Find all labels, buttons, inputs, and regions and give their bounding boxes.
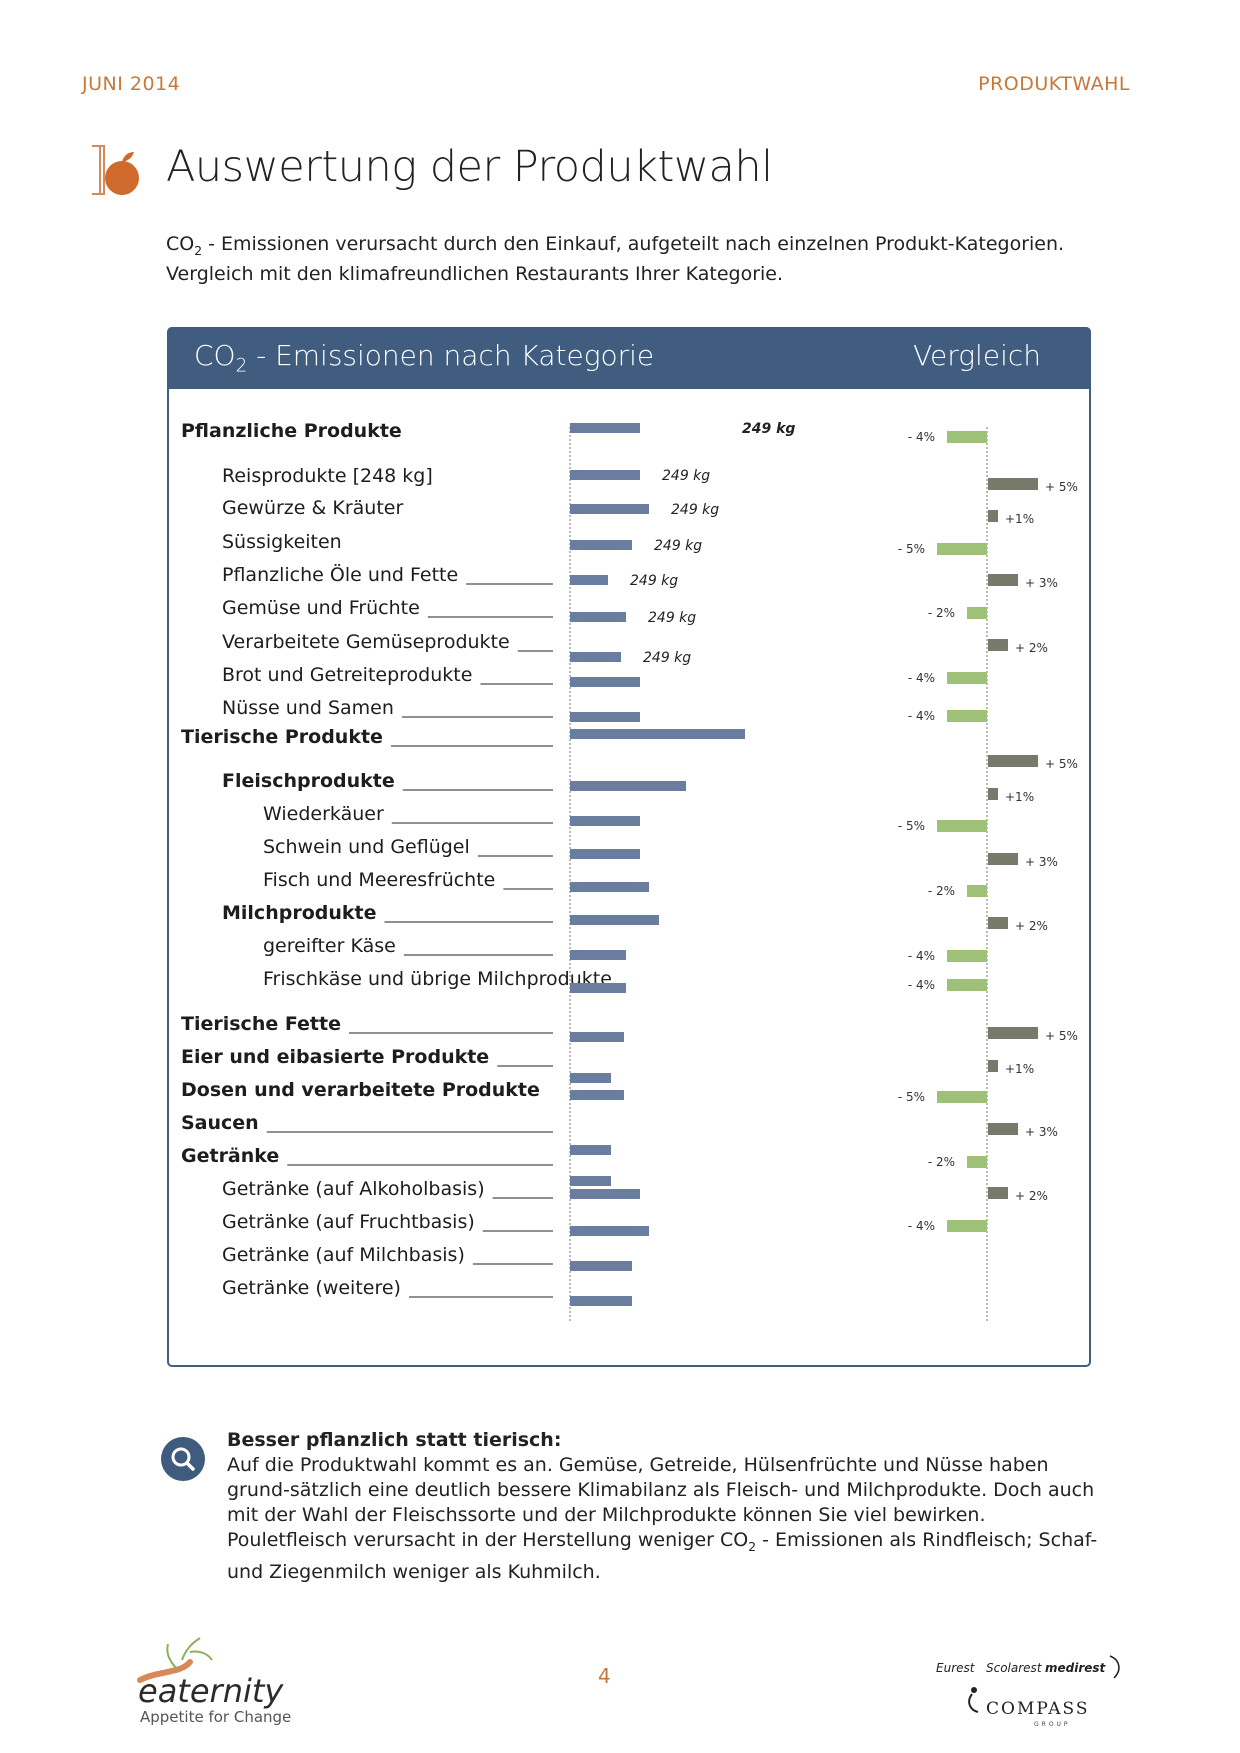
header-date: JUNI 2014 [82, 73, 181, 95]
partner-medirest: medirest [1045, 1661, 1107, 1675]
partner-eurest: Eurest [936, 1661, 976, 1675]
page-title: Auswertung der Produktwahl [166, 142, 773, 192]
brand-rest: ernity [190, 1672, 285, 1710]
partner-logos: Eurest Scolarest medirest COMPASS GROUP [936, 1655, 1120, 1728]
partner-scolarest: Scolarest [986, 1661, 1043, 1675]
intro-line-1: CO2 - Emissionen verursacht durch den Ei… [166, 233, 1065, 258]
svg-text:eaternity: eaternity [138, 1672, 284, 1710]
callout-title: Besser pflanzlich statt tierisch: [227, 1429, 562, 1451]
intro-line-2: Vergleich mit den klimafreundlichen Rest… [166, 263, 784, 285]
header-section: PRODUKTWAHL [978, 73, 1130, 95]
tagline: Appetite for Change [140, 1708, 291, 1725]
compass-logo: COMPASS [986, 1699, 1090, 1719]
search-icon [161, 1437, 205, 1481]
brand-highlight: eat [138, 1672, 191, 1710]
chart-panel [167, 327, 1091, 1367]
eaternity-logo: eaternity Appetite for Change [137, 1637, 291, 1725]
page-number: 4 [598, 1664, 611, 1688]
compass-group: GROUP [1034, 1721, 1071, 1728]
callout-text: Besser pflanzlich statt tierisch: Auf di… [227, 1428, 1107, 1585]
callout-body: Auf die Produktwahl kommt es an. Gemüse,… [227, 1454, 1098, 1583]
apple-number-icon [92, 145, 139, 195]
chart-panel-header: CO2 - Emissionen nach Kategorie Vergleic… [167, 327, 1091, 389]
chart-title: CO2 - Emissionen nach Kategorie [194, 339, 655, 377]
comparison-title: Vergleich [913, 339, 1041, 372]
